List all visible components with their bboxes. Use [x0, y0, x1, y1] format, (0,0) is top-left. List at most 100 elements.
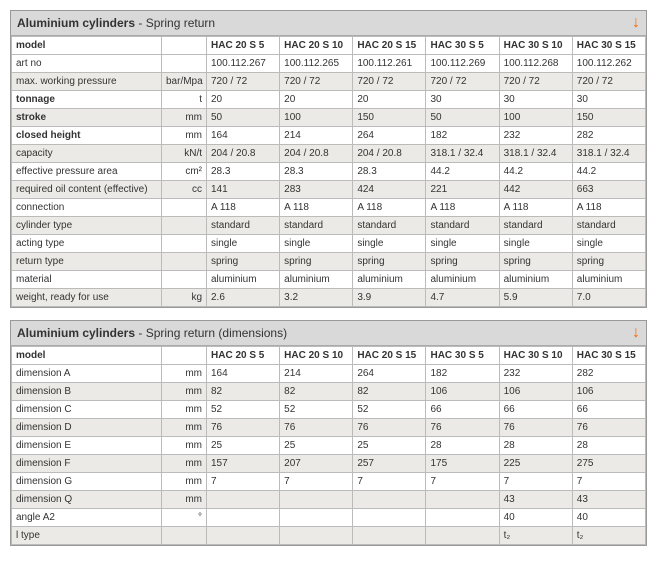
- row-unit: [162, 271, 207, 289]
- column-header: HAC 20 S 15: [353, 37, 426, 55]
- row-unit: kg: [162, 289, 207, 307]
- value-cell: 82: [280, 383, 353, 401]
- value-cell: 44.2: [499, 163, 572, 181]
- value-cell: 66: [572, 401, 645, 419]
- value-cell: 720 / 72: [207, 73, 280, 91]
- value-cell: 66: [499, 401, 572, 419]
- value-cell: 7: [426, 473, 499, 491]
- value-cell: 257: [353, 455, 426, 473]
- column-header: HAC 30 S 10: [499, 37, 572, 55]
- value-cell: standard: [499, 217, 572, 235]
- value-cell: 3.2: [280, 289, 353, 307]
- row-unit: [162, 527, 207, 545]
- value-cell: 204 / 20.8: [280, 145, 353, 163]
- row-unit: °: [162, 509, 207, 527]
- table-row: dimension Dmm767676767676: [12, 419, 646, 437]
- value-cell: 50: [207, 109, 280, 127]
- value-cell: 76: [572, 419, 645, 437]
- row-unit: cc: [162, 181, 207, 199]
- value-cell: aluminium: [426, 271, 499, 289]
- value-cell: aluminium: [280, 271, 353, 289]
- row-label: capacity: [12, 145, 162, 163]
- value-cell: 150: [353, 109, 426, 127]
- value-cell: A 118: [499, 199, 572, 217]
- row-unit: [162, 55, 207, 73]
- value-cell: 164: [207, 365, 280, 383]
- column-header: HAC 30 S 5: [426, 347, 499, 365]
- row-label: l type: [12, 527, 162, 545]
- value-cell: aluminium: [207, 271, 280, 289]
- row-label: dimension A: [12, 365, 162, 383]
- value-cell: 3.9: [353, 289, 426, 307]
- value-cell: 25: [207, 437, 280, 455]
- table-row: materialaluminiumaluminiumaluminiumalumi…: [12, 271, 646, 289]
- value-cell: standard: [426, 217, 499, 235]
- value-cell: 100: [280, 109, 353, 127]
- row-label: return type: [12, 253, 162, 271]
- value-cell: 7: [207, 473, 280, 491]
- column-header: HAC 30 S 15: [572, 37, 645, 55]
- row-label: tonnage: [12, 91, 162, 109]
- row-unit: mm: [162, 127, 207, 145]
- value-cell: 28: [426, 437, 499, 455]
- row-unit: mm: [162, 109, 207, 127]
- row-unit: kN/t: [162, 145, 207, 163]
- collapse-arrow-icon[interactable]: ↓: [632, 15, 640, 31]
- table-row: dimension Amm164214264182232282: [12, 365, 646, 383]
- row-label: dimension F: [12, 455, 162, 473]
- value-cell: [280, 527, 353, 545]
- value-cell: single: [426, 235, 499, 253]
- value-cell: standard: [572, 217, 645, 235]
- row-unit: [162, 253, 207, 271]
- value-cell: aluminium: [353, 271, 426, 289]
- value-cell: [280, 491, 353, 509]
- table-wrap: Aluminium cylinders - Spring return (dim…: [10, 320, 647, 546]
- row-unit: bar/Mpa: [162, 73, 207, 91]
- table-title-bar: Aluminium cylinders - Spring return (dim…: [11, 321, 646, 346]
- value-cell: 100: [499, 109, 572, 127]
- value-cell: 232: [499, 365, 572, 383]
- table-row: dimension Bmm828282106106106: [12, 383, 646, 401]
- column-header: HAC 20 S 10: [280, 37, 353, 55]
- spec-table: modelHAC 20 S 5HAC 20 S 10HAC 20 S 15HAC…: [11, 36, 646, 307]
- value-cell: 318.1 / 32.4: [426, 145, 499, 163]
- value-cell: 28.3: [280, 163, 353, 181]
- value-cell: 25: [353, 437, 426, 455]
- table-row: weight, ready for usekg2.63.23.94.75.97.…: [12, 289, 646, 307]
- value-cell: 44.2: [426, 163, 499, 181]
- table-row: cylinder typestandardstandardstandardsta…: [12, 217, 646, 235]
- row-label: cylinder type: [12, 217, 162, 235]
- value-cell: 225: [499, 455, 572, 473]
- value-cell: 204 / 20.8: [207, 145, 280, 163]
- value-cell: 106: [572, 383, 645, 401]
- value-cell: 52: [280, 401, 353, 419]
- row-unit: mm: [162, 419, 207, 437]
- table-title-rest: - Spring return: [135, 16, 215, 30]
- row-label: angle A2: [12, 509, 162, 527]
- value-cell: 282: [572, 127, 645, 145]
- value-cell: 76: [353, 419, 426, 437]
- spec-table: modelHAC 20 S 5HAC 20 S 10HAC 20 S 15HAC…: [11, 346, 646, 545]
- value-cell: 28.3: [353, 163, 426, 181]
- value-cell: 66: [426, 401, 499, 419]
- table-title-bar: Aluminium cylinders - Spring return↓: [11, 11, 646, 36]
- value-cell: 7.0: [572, 289, 645, 307]
- value-cell: spring: [353, 253, 426, 271]
- value-cell: 424: [353, 181, 426, 199]
- row-label: required oil content (effective): [12, 181, 162, 199]
- value-cell: spring: [280, 253, 353, 271]
- page-root: Aluminium cylinders - Spring return↓mode…: [10, 10, 647, 546]
- value-cell: 20: [353, 91, 426, 109]
- value-cell: [207, 491, 280, 509]
- row-unit: mm: [162, 365, 207, 383]
- column-header: HAC 30 S 10: [499, 347, 572, 365]
- value-cell: 207: [280, 455, 353, 473]
- value-cell: 318.1 / 32.4: [499, 145, 572, 163]
- row-label: closed height: [12, 127, 162, 145]
- value-cell: single: [353, 235, 426, 253]
- table-wrap: Aluminium cylinders - Spring return↓mode…: [10, 10, 647, 308]
- collapse-arrow-icon[interactable]: ↓: [632, 325, 640, 341]
- value-cell: 44.2: [572, 163, 645, 181]
- value-cell: t₂: [499, 527, 572, 545]
- value-cell: 442: [499, 181, 572, 199]
